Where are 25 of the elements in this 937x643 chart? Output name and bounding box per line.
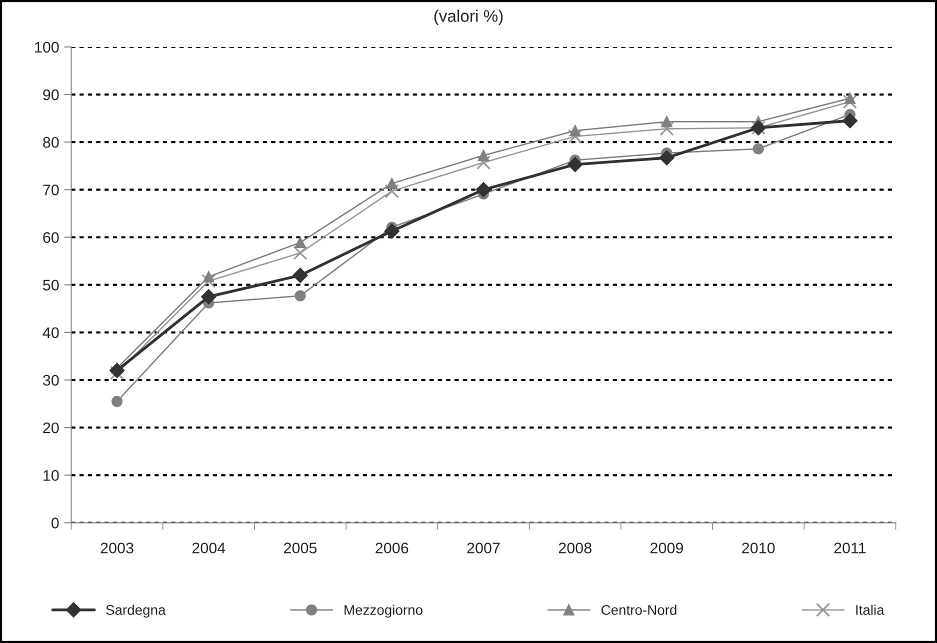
legend-label: Italia — [856, 604, 884, 615]
y-tick-label: 20 — [43, 422, 59, 434]
y-tick-label: 70 — [43, 184, 59, 196]
y-tick-label: 80 — [43, 136, 59, 148]
legend-label: Centro-Nord — [601, 604, 676, 615]
y-tick-label: 100 — [35, 42, 59, 53]
x-tick-label: 2007 — [467, 542, 500, 554]
x-tick-label: 2008 — [558, 542, 592, 554]
legend-label: Mezzogiorno — [344, 604, 422, 618]
y-tick-label: 10 — [44, 470, 59, 481]
y-tick-label: 50 — [43, 280, 59, 291]
y-tick-label: 90 — [43, 89, 59, 100]
legend-label: Sardegna — [106, 604, 166, 618]
x-tick-label: 2010 — [742, 542, 775, 554]
y-tick-label: 0 — [52, 518, 59, 528]
x-tick-label: 2009 — [650, 542, 683, 554]
x-tick-label: 2005 — [284, 542, 317, 554]
y-tick-label: 30 — [42, 374, 59, 386]
x-tick-label: 2006 — [376, 542, 408, 554]
x-tick-label: 2004 — [192, 542, 226, 554]
x-tick-label: 2003 — [100, 542, 134, 554]
chart-title: (valori %) — [434, 10, 503, 26]
y-tick-label: 40 — [42, 327, 59, 338]
y-tick-label: 60 — [43, 232, 59, 243]
x-tick-label: 2011 — [834, 542, 866, 554]
